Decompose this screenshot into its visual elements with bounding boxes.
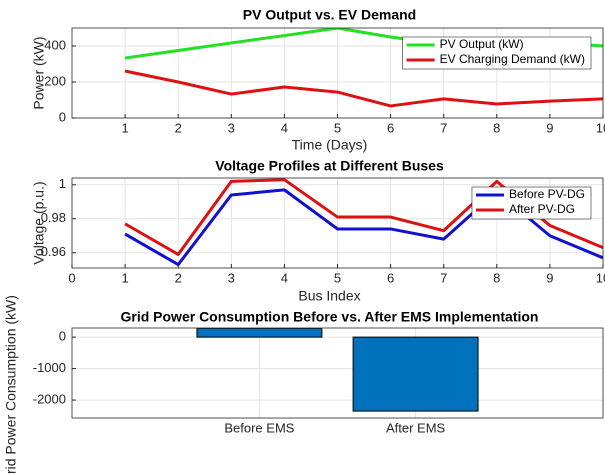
line-series [124,69,603,108]
chart-title: PV Output vs. EV Demand [243,7,416,23]
x-tick-label: 8 [493,120,500,135]
legend-label: EV Charging Demand (kW) [440,52,585,66]
x-tick-label: Before EMS [224,420,294,435]
x-tick-label: 4 [281,270,288,285]
axes: 0 200 400 1 2 3 4 5 6 7 8 9 10 PV Output vs. EV Deman… [31,7,605,153]
x-axis-label: Time (Days) [292,137,368,153]
x-tick-label: 5 [334,270,341,285]
axes: 0.960.981012345678910Voltage Profiles at… [31,158,605,304]
x-tick-label: 10 [596,270,605,285]
y-tick-label: 1 [59,176,66,191]
legend-label: Before PV-DG [509,187,585,201]
plot-area [72,328,603,418]
x-tick-label: 7 [440,270,447,285]
axes-box [71,327,604,419]
y-tick-label: 0 [59,329,66,344]
x-tick-label: 5 [334,120,341,135]
y-tick-label: 0 [59,109,66,124]
x-tick-label: 2 [175,120,182,135]
legend-box [402,36,592,70]
y-axis-label: Voltage (p.u.) [31,181,47,264]
x-tick-label: After EMS [386,420,446,435]
axes-box [71,177,604,269]
x-tick-label: 2 [175,270,182,285]
x-tick-label: 1 [121,120,128,135]
bar [352,336,479,412]
x-tick-label: 6 [387,120,394,135]
legend: PV Output (kW)EV Charging Demand (kW) [402,36,592,70]
x-tick-label: 8 [493,270,500,285]
y-tick-label: 400 [44,37,66,52]
y-tick-label: -2000 [33,392,66,407]
x-tick-label: 0 [68,270,75,285]
legend-label: After PV-DG [509,202,575,216]
y-tick-label: 0.96 [41,244,66,259]
y-axis-label: Grid Power Consumption (kW) [3,295,19,474]
y-tick-label: -1000 [33,360,66,375]
axes-box [71,27,604,119]
x-tick-label: 9 [546,120,553,135]
y-axis-label: Power (kW) [31,36,47,109]
chart-title: Voltage Profiles at Different Buses [215,158,444,174]
legend-label: PV Output (kW) [440,37,524,51]
axes: -2000 -1000 0 Before EMS After EMS Grid Power… [3,295,604,474]
x-tick-label: 10 [596,120,605,135]
x-axis-label: Bus Index [298,288,360,304]
x-tick-label: 3 [228,270,235,285]
x-tick-label: 6 [387,270,394,285]
y-tick-label: 0.98 [41,210,66,225]
x-tick-label: 1 [121,270,128,285]
x-tick-label: 9 [546,270,553,285]
x-tick-label: 4 [281,120,288,135]
y-tick-label: 200 [44,73,66,88]
legend-box [471,186,592,220]
chart-title: Grid Power Consumption Before vs. After … [121,309,539,325]
x-tick-label: 7 [440,120,447,135]
bar [196,328,323,338]
x-tick-label: 3 [228,120,235,135]
